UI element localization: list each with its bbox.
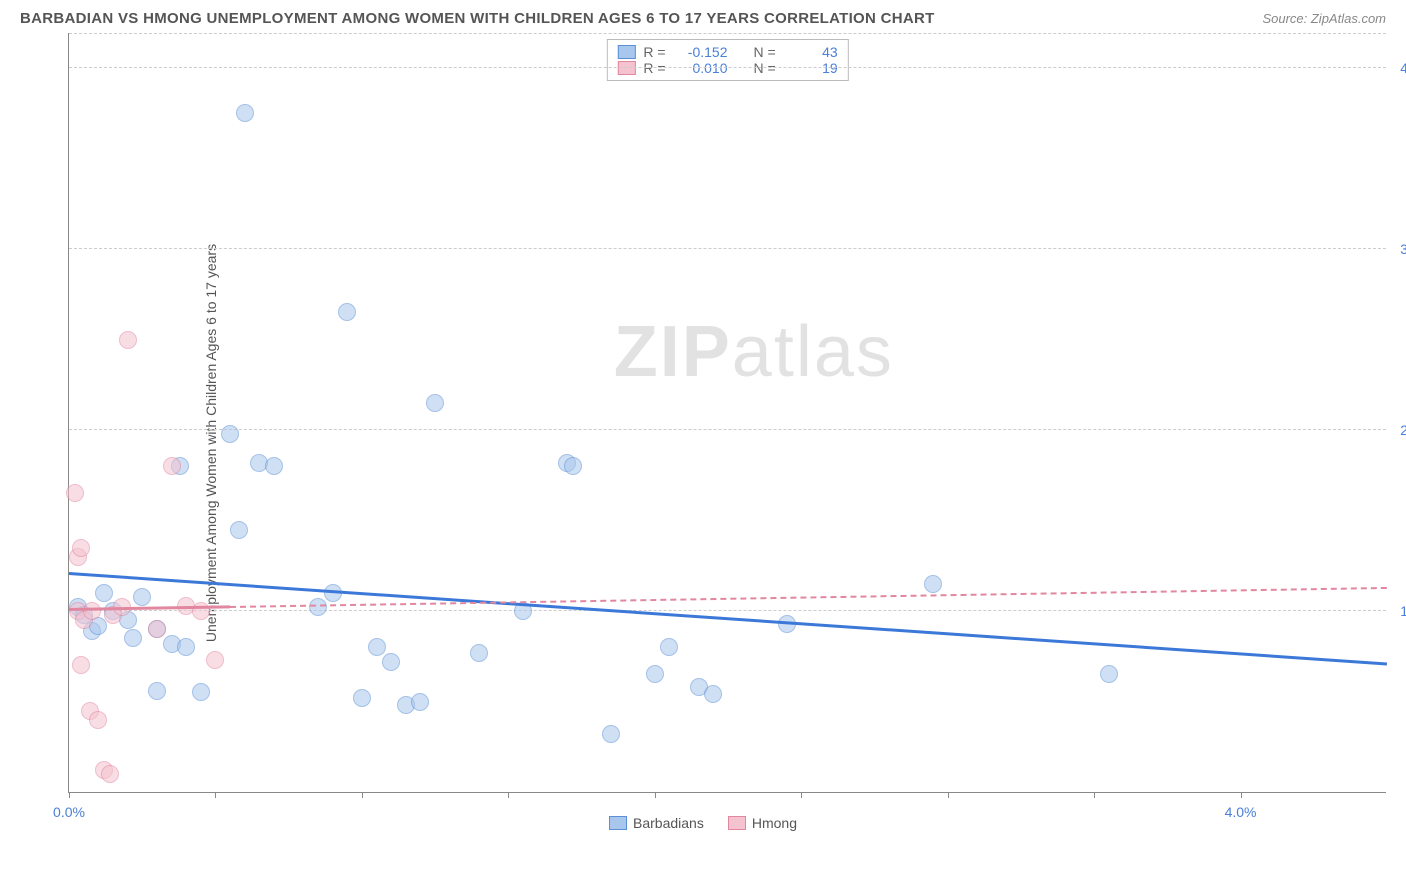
- data-point: [101, 765, 119, 783]
- data-point: [382, 653, 400, 671]
- legend-item: Barbadians: [609, 815, 704, 831]
- x-tick: [508, 792, 509, 798]
- watermark: ZIPatlas: [614, 311, 894, 393]
- data-point: [83, 602, 101, 620]
- r-label: R =: [643, 44, 665, 60]
- data-point: [124, 629, 142, 647]
- data-point: [704, 685, 722, 703]
- x-tick: [69, 792, 70, 798]
- gridline: [69, 33, 1386, 34]
- data-point: [221, 425, 239, 443]
- x-tick: [215, 792, 216, 798]
- legend-swatch: [728, 816, 746, 830]
- gridline: [69, 610, 1386, 611]
- data-point: [72, 656, 90, 674]
- legend-swatch: [617, 45, 635, 59]
- y-tick-label: 10.0%: [1400, 603, 1406, 619]
- data-point: [72, 539, 90, 557]
- stats-legend-row: R = -0.152 N = 43: [617, 44, 837, 60]
- data-point: [924, 575, 942, 593]
- n-value: 43: [784, 44, 838, 60]
- legend-swatch: [609, 816, 627, 830]
- data-point: [133, 588, 151, 606]
- legend-label: Hmong: [752, 815, 797, 831]
- x-tick: [655, 792, 656, 798]
- x-tick-label: 4.0%: [1225, 804, 1257, 820]
- data-point: [1100, 665, 1118, 683]
- n-label: N =: [754, 44, 776, 60]
- x-tick: [362, 792, 363, 798]
- x-tick: [1241, 792, 1242, 798]
- legend-label: Barbadians: [633, 815, 704, 831]
- data-point: [66, 484, 84, 502]
- stats-legend: R =-0.152N =43R =0.010N =19: [606, 39, 848, 81]
- gridline: [69, 248, 1386, 249]
- data-point: [119, 331, 137, 349]
- data-point: [89, 711, 107, 729]
- data-point: [206, 651, 224, 669]
- y-tick-label: 40.0%: [1400, 60, 1406, 76]
- x-tick: [1094, 792, 1095, 798]
- legend-item: Hmong: [728, 815, 797, 831]
- data-point: [338, 303, 356, 321]
- plot-area: ZIPatlas R =-0.152N =43R =0.010N =19 10.…: [68, 33, 1386, 793]
- y-tick-label: 30.0%: [1400, 241, 1406, 257]
- data-point: [426, 394, 444, 412]
- data-point: [163, 457, 181, 475]
- data-point: [470, 644, 488, 662]
- r-value: -0.152: [674, 44, 728, 60]
- trend-line: [69, 572, 1387, 665]
- x-tick: [948, 792, 949, 798]
- x-tick-label: 0.0%: [53, 804, 85, 820]
- series-legend: Barbadians Hmong: [609, 815, 797, 831]
- data-point: [411, 693, 429, 711]
- data-point: [177, 638, 195, 656]
- y-tick-label: 20.0%: [1400, 422, 1406, 438]
- correlation-chart: Unemployment Among Women with Children A…: [20, 33, 1386, 853]
- x-tick: [801, 792, 802, 798]
- data-point: [602, 725, 620, 743]
- data-point: [148, 620, 166, 638]
- data-point: [230, 521, 248, 539]
- data-point: [95, 584, 113, 602]
- gridline: [69, 67, 1386, 68]
- data-point: [148, 682, 166, 700]
- source-attribution: Source: ZipAtlas.com: [1262, 11, 1386, 26]
- data-point: [564, 457, 582, 475]
- data-point: [660, 638, 678, 656]
- data-point: [192, 683, 210, 701]
- data-point: [353, 689, 371, 707]
- data-point: [646, 665, 664, 683]
- gridline: [69, 429, 1386, 430]
- data-point: [265, 457, 283, 475]
- data-point: [236, 104, 254, 122]
- data-point: [309, 598, 327, 616]
- data-point: [368, 638, 386, 656]
- chart-title: BARBADIAN VS HMONG UNEMPLOYMENT AMONG WO…: [20, 10, 935, 27]
